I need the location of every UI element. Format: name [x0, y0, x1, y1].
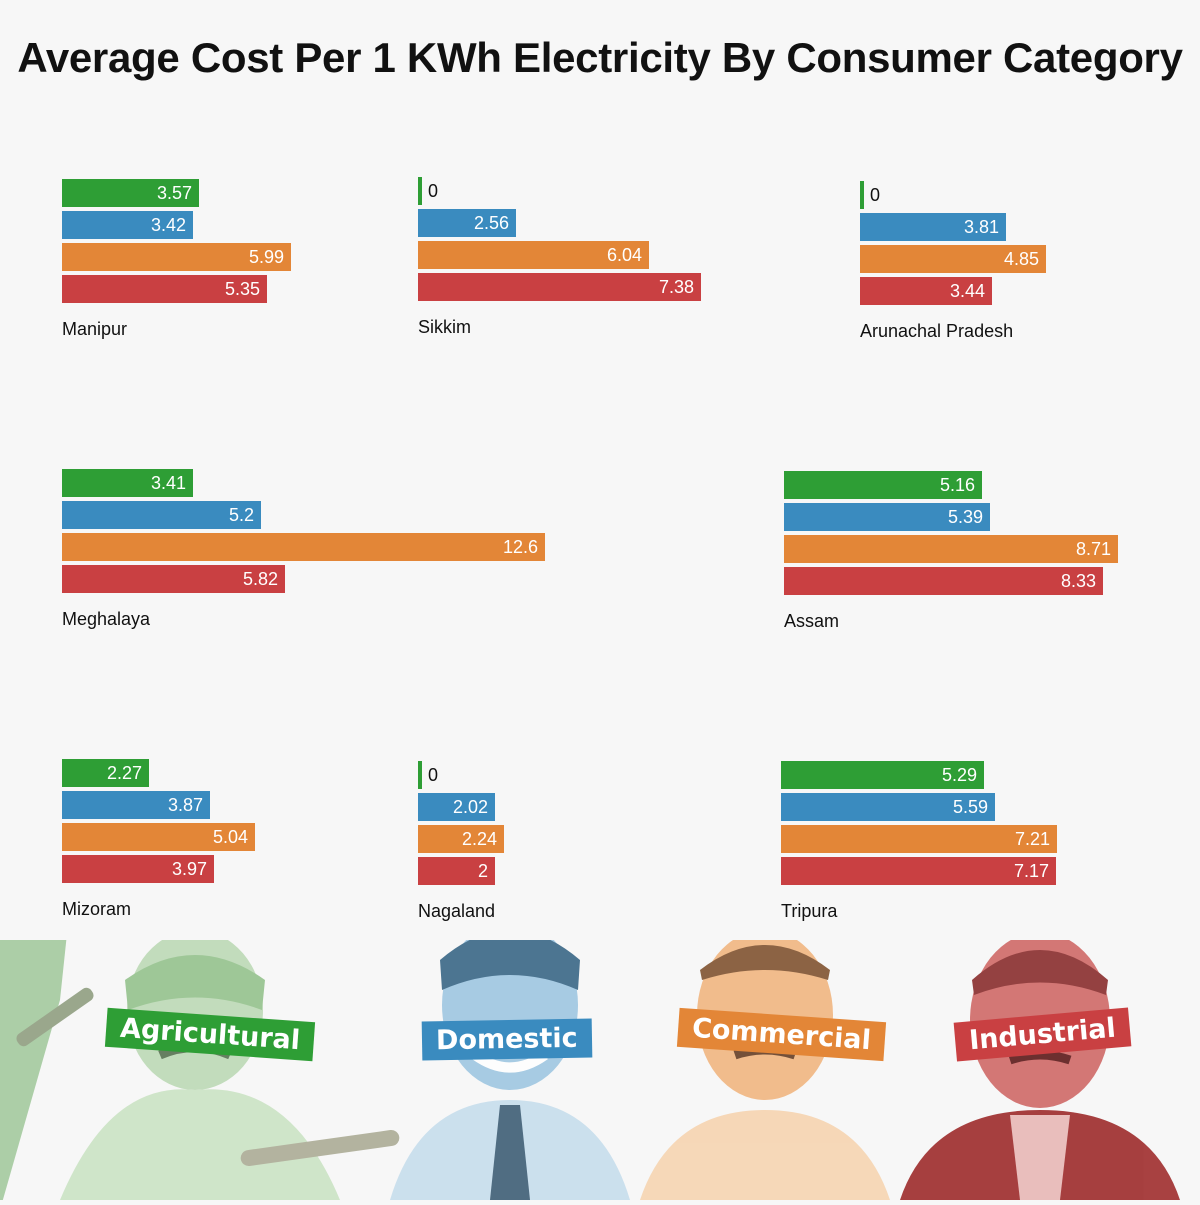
bar-domestic: 5.2 [62, 501, 261, 529]
bar-commercial: 8.71 [784, 535, 1118, 563]
state-label: Tripura [781, 901, 838, 921]
bar-commercial: 6.04 [418, 241, 649, 269]
bar-agricultural: 0 [418, 177, 438, 205]
farmer-figure [0, 808, 400, 1205]
bar-domestic: 3.81 [860, 213, 1006, 241]
bar-domestic: 3.42 [62, 211, 193, 239]
bar-commercial: 2.24 [418, 825, 504, 853]
state-label: Arunachal Pradesh [860, 321, 1014, 341]
bar-industrial: 8.33 [784, 567, 1103, 595]
domestic-figure [390, 920, 630, 1200]
bar-commercial: 5.04 [62, 823, 255, 851]
bar-agricultural: 5.16 [784, 471, 982, 499]
bar-domestic: 2.56 [418, 209, 516, 237]
state-label: Nagaland [418, 901, 496, 921]
bar-domestic: 5.39 [784, 503, 990, 531]
bar-industrial: 5.82 [62, 565, 285, 593]
bar-value-label: 0 [870, 185, 881, 205]
bar-agricultural: 3.41 [62, 469, 193, 497]
bar-commercial: 4.85 [860, 245, 1046, 273]
bar-agricultural: 0 [860, 181, 880, 209]
bar-commercial: 5.99 [62, 243, 291, 271]
bar-agricultural: 3.57 [62, 179, 199, 207]
bar-agricultural: 2.27 [62, 759, 149, 787]
bar-commercial: 7.21 [781, 825, 1057, 853]
state-label: Sikkim [418, 317, 471, 337]
state-label: Meghalaya [62, 609, 151, 629]
bar-domestic: 5.59 [781, 793, 995, 821]
bar-commercial: 12.6 [62, 533, 545, 561]
state-label: Mizoram [62, 899, 132, 919]
state-label: Manipur [62, 319, 128, 339]
commercial-figure [640, 930, 890, 1200]
legend-tag-domestic: Domestic [421, 1018, 592, 1061]
bar-industrial: 3.44 [860, 277, 992, 305]
chart-title: Average Cost Per 1 KWh Electricity By Co… [17, 34, 1183, 81]
people-illustration [0, 808, 1180, 1205]
state-label: Assam [784, 611, 840, 631]
bar-domestic: 3.87 [62, 791, 210, 819]
industrial-figure [900, 932, 1180, 1200]
bar-agricultural: 5.29 [781, 761, 984, 789]
bar-agricultural: 0 [418, 761, 438, 789]
bar-industrial: 2 [418, 857, 495, 885]
bar-industrial: 7.17 [781, 857, 1056, 885]
bar-industrial: 5.35 [62, 275, 267, 303]
bar-value-label: 0 [428, 181, 439, 201]
category-legend: Agricultural Domestic Commercial Industr… [0, 808, 1200, 1205]
bar-industrial: 7.38 [418, 273, 701, 301]
bar-domestic: 2.02 [418, 793, 495, 821]
bar-industrial: 3.97 [62, 855, 214, 883]
bar-value-label: 0 [428, 765, 439, 785]
